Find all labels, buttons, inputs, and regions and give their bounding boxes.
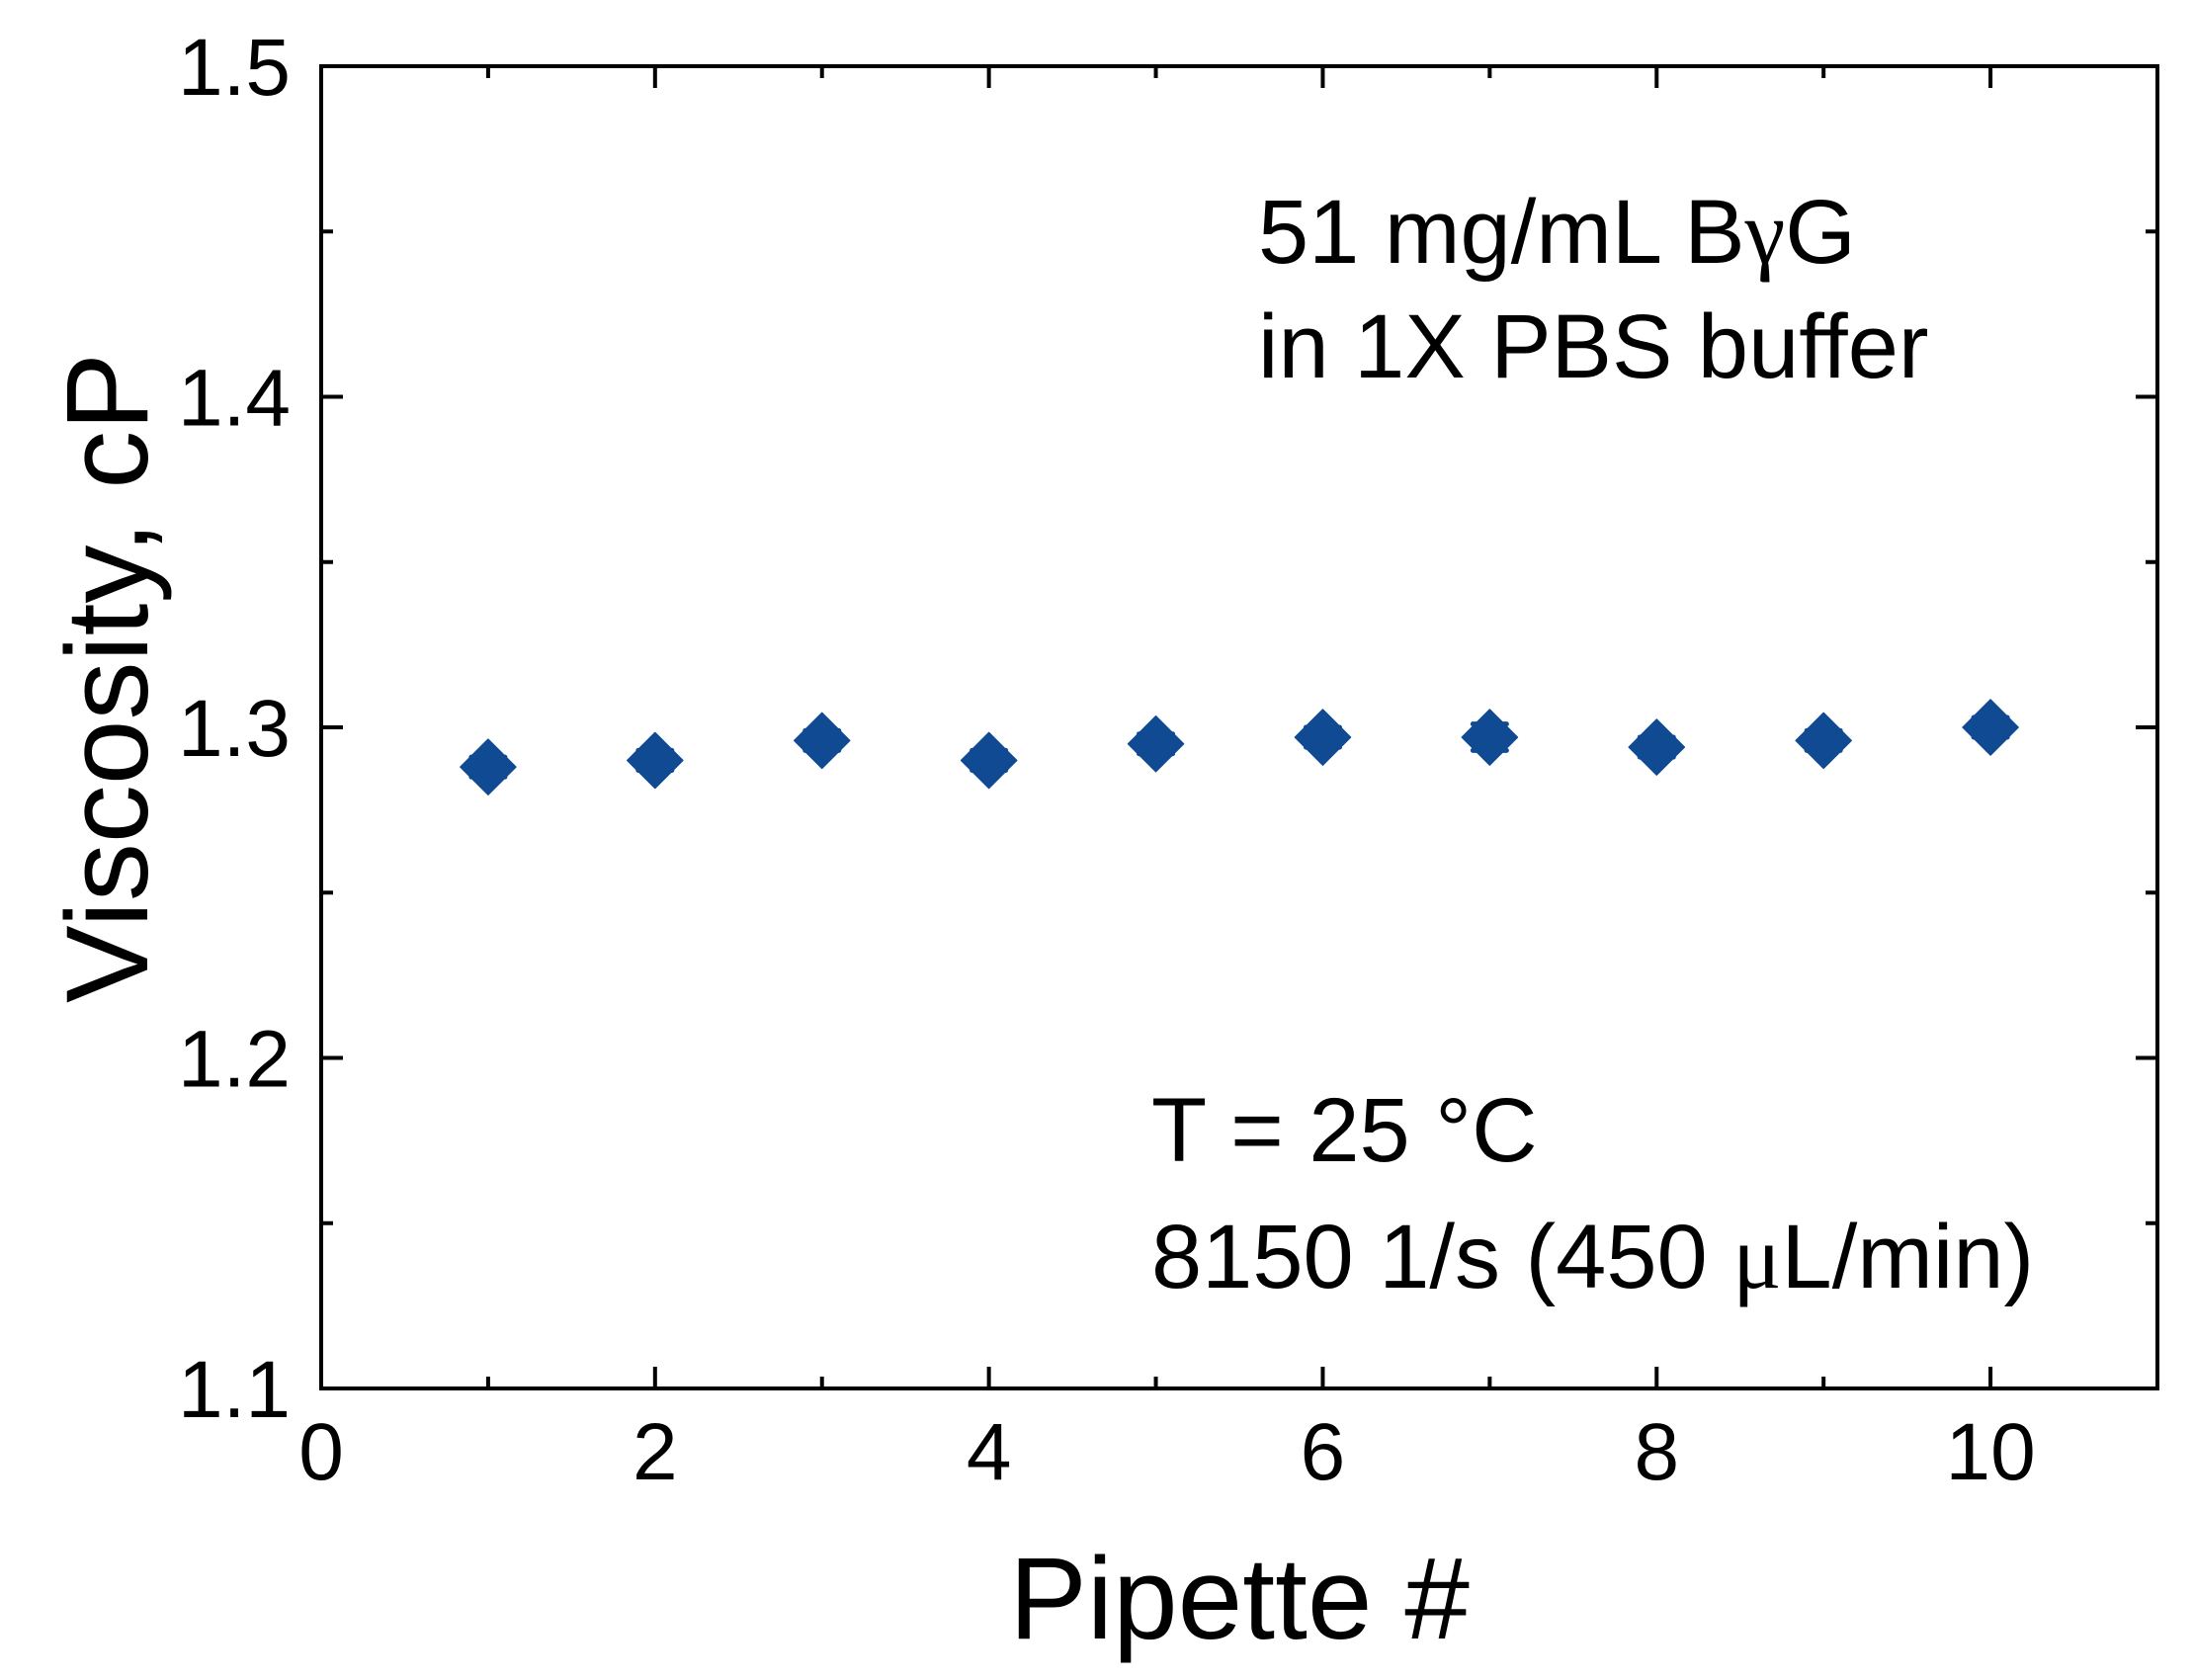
- data-point: [1962, 699, 2019, 756]
- data-point: [793, 712, 851, 770]
- diamond-marker: [460, 738, 517, 796]
- diamond-marker: [1795, 712, 1852, 770]
- y-tick-label: 1.2: [178, 1015, 291, 1105]
- annotation-conditions: T = 25 °C 8150 1/s (450 μL/min): [1151, 1080, 2034, 1307]
- data-point: [1127, 714, 1185, 773]
- diamond-marker: [1294, 709, 1352, 766]
- diamond-marker: [793, 712, 851, 770]
- diamond-marker: [1962, 699, 2019, 756]
- x-axis-title: Pipette #: [1009, 1534, 1470, 1664]
- y-axis-title: Viscosity, cP: [42, 353, 173, 1003]
- x-tick-label: 0: [298, 1407, 344, 1497]
- x-tick-labels: 0 2 4 6 8 10: [298, 1407, 2036, 1497]
- y-tick-label: 1.1: [178, 1345, 291, 1435]
- annotation-conditions-line2: 8150 1/s (450 μL/min): [1151, 1207, 2034, 1307]
- diamond-marker: [627, 731, 684, 790]
- plot-frame: [319, 64, 2159, 1390]
- data-point: [1461, 709, 1519, 766]
- plot-border: [319, 64, 2159, 1390]
- mu-symbol: μ: [1732, 1207, 1781, 1307]
- annotation-conditions-line1: T = 25 °C: [1151, 1080, 1538, 1181]
- y-tick-label: 1.5: [178, 23, 291, 113]
- diamond-marker: [960, 731, 1018, 790]
- data-point: [1294, 709, 1352, 766]
- diamond-marker: [1127, 714, 1185, 773]
- data-point: [1628, 718, 1686, 776]
- annotation-sample-line1: 51 mg/mL BγG: [1258, 182, 1856, 283]
- data-point: [960, 731, 1018, 790]
- x-tick-label: 10: [1945, 1407, 2035, 1497]
- annotation-sample: 51 mg/mL BγG in 1X PBS buffer: [1258, 182, 1929, 397]
- diamond-marker: [1628, 718, 1686, 776]
- diamond-marker: [1461, 709, 1519, 766]
- x-tick-label: 8: [1634, 1407, 1679, 1497]
- data-markers: [460, 699, 2019, 796]
- y-tick-label: 1.3: [178, 684, 291, 774]
- x-tick-label: 2: [633, 1407, 678, 1497]
- data-point: [460, 738, 517, 796]
- x-tick-label: 6: [1301, 1407, 1346, 1497]
- x-tick-label: 4: [967, 1407, 1012, 1497]
- axis-ticks: [319, 64, 2157, 1390]
- gamma-symbol: γ: [1744, 182, 1786, 283]
- annotation-sample-line2: in 1X PBS buffer: [1258, 296, 1929, 397]
- data-point: [1795, 712, 1852, 770]
- y-tick-label: 1.4: [178, 354, 291, 444]
- y-tick-labels: 1.1 1.2 1.3 1.4 1.5: [178, 23, 291, 1435]
- data-point: [627, 731, 684, 790]
